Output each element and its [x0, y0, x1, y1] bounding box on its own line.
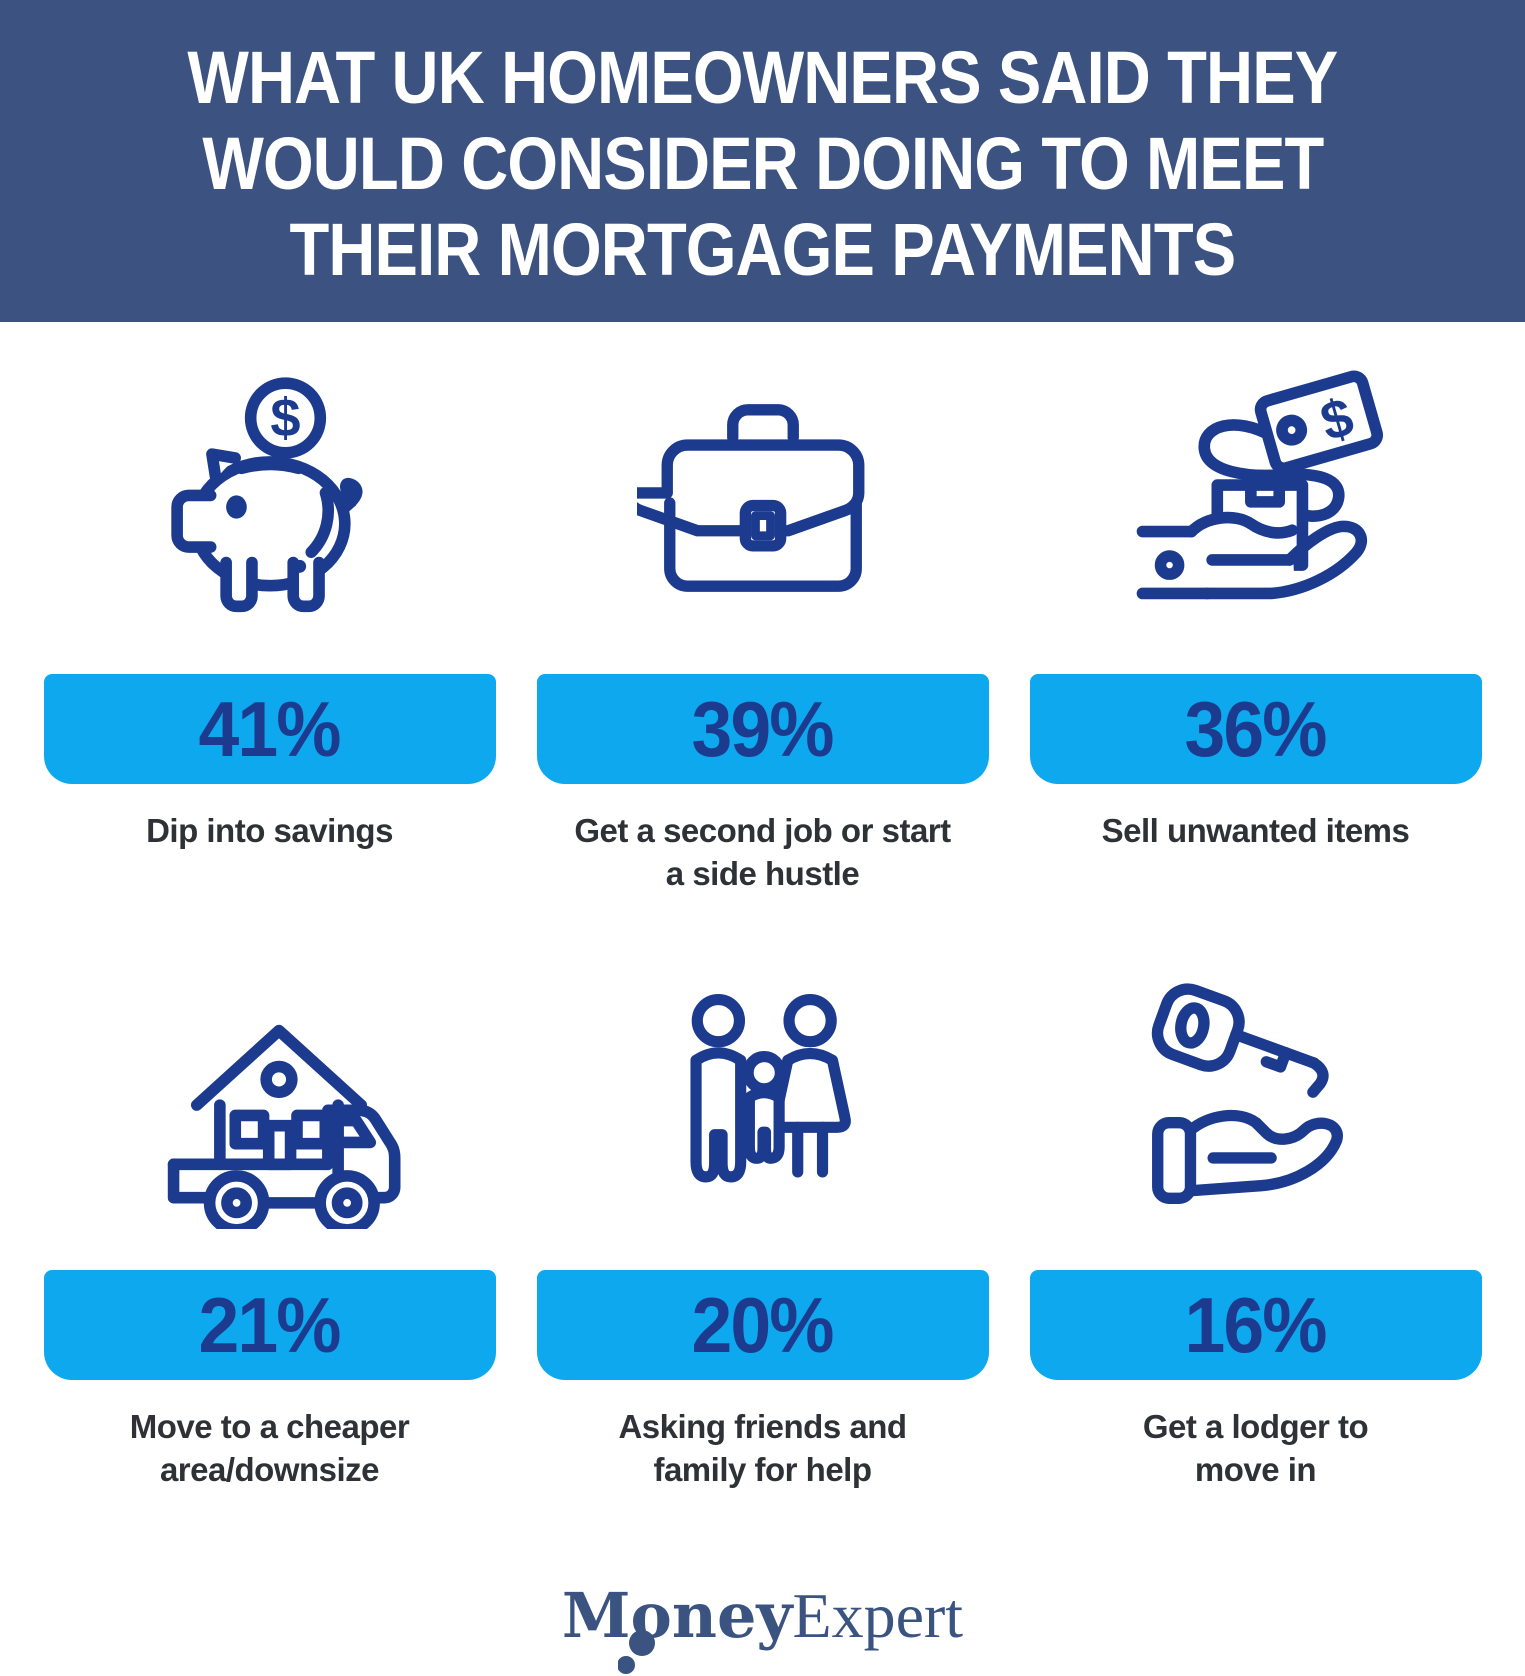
stat-label: Sell unwanted items: [1101, 812, 1410, 849]
stat-label: Dip into savings: [146, 812, 393, 849]
percent-badge: 16%: [1029, 1270, 1482, 1380]
percent-badge: 36%: [1029, 674, 1482, 784]
piggy-bank-icon: $: [170, 377, 362, 613]
page-title-line-2: WOULD CONSIDER DOING TO MEET: [201, 122, 1324, 205]
percent-value: 41%: [198, 684, 342, 773]
page-title-line-3: THEIR MORTGAGE PAYMENTS: [289, 208, 1237, 291]
logo-money-text: Money: [561, 1579, 793, 1674]
logo-money-word: Money: [561, 1579, 793, 1652]
logo-bubbles-icon: [617, 1631, 655, 1674]
svg-text:$: $: [270, 388, 300, 448]
percent-value: 16%: [1184, 1280, 1328, 1369]
percent-badge: 21%: [43, 1270, 496, 1380]
percent-value: 39%: [691, 684, 835, 773]
moneyexpert-logo: Money Expert: [561, 1579, 964, 1674]
icon-cell: $: [1127, 322, 1385, 674]
stat-label: Asking friends and family for help: [618, 1408, 907, 1488]
sell-items-icon: $: [1136, 370, 1383, 600]
icon-cell: [636, 322, 889, 674]
percent-value: 21%: [198, 1280, 342, 1369]
stat-card-dip-into-savings: $ 41% Dip into savings: [43, 322, 496, 930]
family-icon: [689, 993, 851, 1183]
moving-truck-icon: [167, 1024, 400, 1229]
stat-label: Get a lodger to move in: [1142, 1408, 1369, 1488]
percent-badge: 41%: [43, 674, 496, 784]
stat-label: Move to a cheaper area/downsize: [129, 1408, 410, 1488]
icon-cell: [1130, 930, 1382, 1270]
stat-card-second-job: 39% Get a second job or start a side hus…: [536, 322, 989, 930]
stat-row-1: $ 41% Dip into savings: [0, 322, 1525, 930]
page-title-line-1: WHAT UK HOMEOWNERS SAID THEY: [187, 36, 1339, 119]
percent-badge: 20%: [536, 1270, 989, 1380]
percent-value: 20%: [691, 1280, 835, 1369]
footer: Money Expert: [0, 1526, 1525, 1676]
header: WHAT UK HOMEOWNERS SAID THEY WOULD CONSI…: [0, 0, 1525, 322]
stat-card-sell-items: $ 36% Sell unwanted items: [1029, 322, 1482, 930]
key-in-hand-icon: [1151, 983, 1343, 1204]
icon-cell: [135, 930, 405, 1270]
stat-card-get-lodger: 16% Get a lodger to move in: [1029, 930, 1482, 1526]
stat-label: Get a second job or start a side hustle: [574, 812, 951, 892]
icon-cell: [639, 930, 887, 1270]
briefcase-icon: [636, 404, 864, 592]
stat-card-friends-family: 20% Asking friends and family for help: [536, 930, 989, 1526]
stat-card-move-downsize: 21% Move to a cheaper area/downsize: [43, 930, 496, 1526]
logo-expert-text: Expert: [792, 1580, 964, 1651]
icon-cell: $: [141, 322, 399, 674]
percent-badge: 39%: [536, 674, 989, 784]
stat-row-2: 21% Move to a cheaper area/downsize: [0, 930, 1525, 1526]
percent-value: 36%: [1184, 684, 1328, 773]
